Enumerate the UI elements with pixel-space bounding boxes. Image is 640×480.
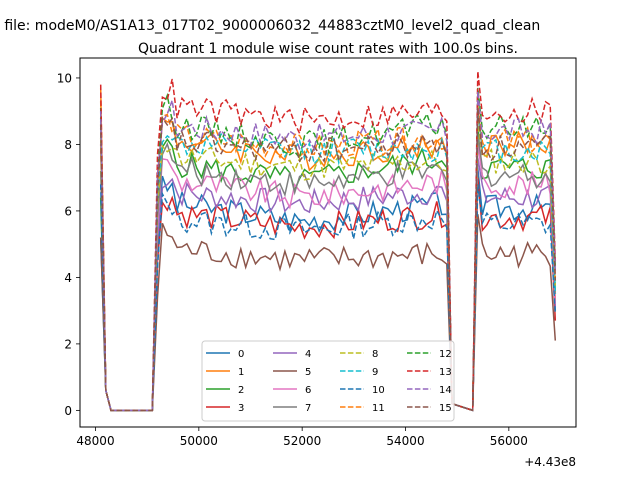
series-line-2 xyxy=(99,127,557,412)
legend-label-6: 6 xyxy=(305,385,311,396)
series-line-13 xyxy=(99,71,557,412)
y-axis: 0 2 4 6 8 10 xyxy=(57,71,80,418)
legend-label-13: 13 xyxy=(439,367,452,378)
series-line-7 xyxy=(99,134,557,412)
series-line-8 xyxy=(99,121,557,412)
series-line-11 xyxy=(99,101,557,412)
plot-frame xyxy=(79,57,577,428)
series-line-3 xyxy=(99,144,557,412)
legend-label-8: 8 xyxy=(372,349,378,360)
legend-label-5: 5 xyxy=(305,367,311,378)
x-tick-label: 50000 xyxy=(180,434,218,448)
legend-label-4: 4 xyxy=(305,349,311,360)
x-axis: 48000 50000 52000 54000 56000 xyxy=(76,427,528,448)
y-tick-label: 6 xyxy=(64,204,72,218)
x-tick-label: 52000 xyxy=(283,434,321,448)
legend-label-0: 0 xyxy=(238,349,244,360)
chart-title: Quadrant 1 module wise count rates with … xyxy=(138,41,518,57)
series-line-4 xyxy=(99,127,557,412)
series-line-0 xyxy=(99,167,557,412)
legend-label-1: 1 xyxy=(238,367,244,378)
plot-lines xyxy=(99,71,557,412)
legend-label-7: 7 xyxy=(305,403,311,414)
x-tick-label: 48000 xyxy=(76,434,114,448)
figure-suptitle: n file: modeM0/AS1A13_017T02_9000006032_… xyxy=(0,18,540,34)
series-line-6 xyxy=(99,121,557,412)
legend-box xyxy=(201,340,455,422)
y-tick-label: 4 xyxy=(64,271,72,285)
x-tick-label: 56000 xyxy=(490,434,528,448)
series-line-5 xyxy=(99,214,557,412)
y-tick-label: 0 xyxy=(64,404,72,418)
y-tick-label: 2 xyxy=(64,337,72,351)
y-tick-label: 8 xyxy=(64,138,72,152)
legend-label-12: 12 xyxy=(439,349,452,360)
series-line-14 xyxy=(99,91,557,412)
legend-label-14: 14 xyxy=(439,385,452,396)
legend-label-2: 2 xyxy=(238,385,244,396)
legend-label-11: 11 xyxy=(372,403,385,414)
series-line-15 xyxy=(99,107,557,412)
legend-label-10: 10 xyxy=(372,385,385,396)
legend-label-9: 9 xyxy=(372,367,378,378)
x-tick-label: 54000 xyxy=(386,434,424,448)
series-line-10 xyxy=(99,184,557,412)
y-tick-label: 10 xyxy=(57,71,72,85)
legend-label-3: 3 xyxy=(238,403,244,414)
legend-label-15: 15 xyxy=(439,403,452,414)
x-offset-label: +4.43e8 xyxy=(524,455,576,469)
